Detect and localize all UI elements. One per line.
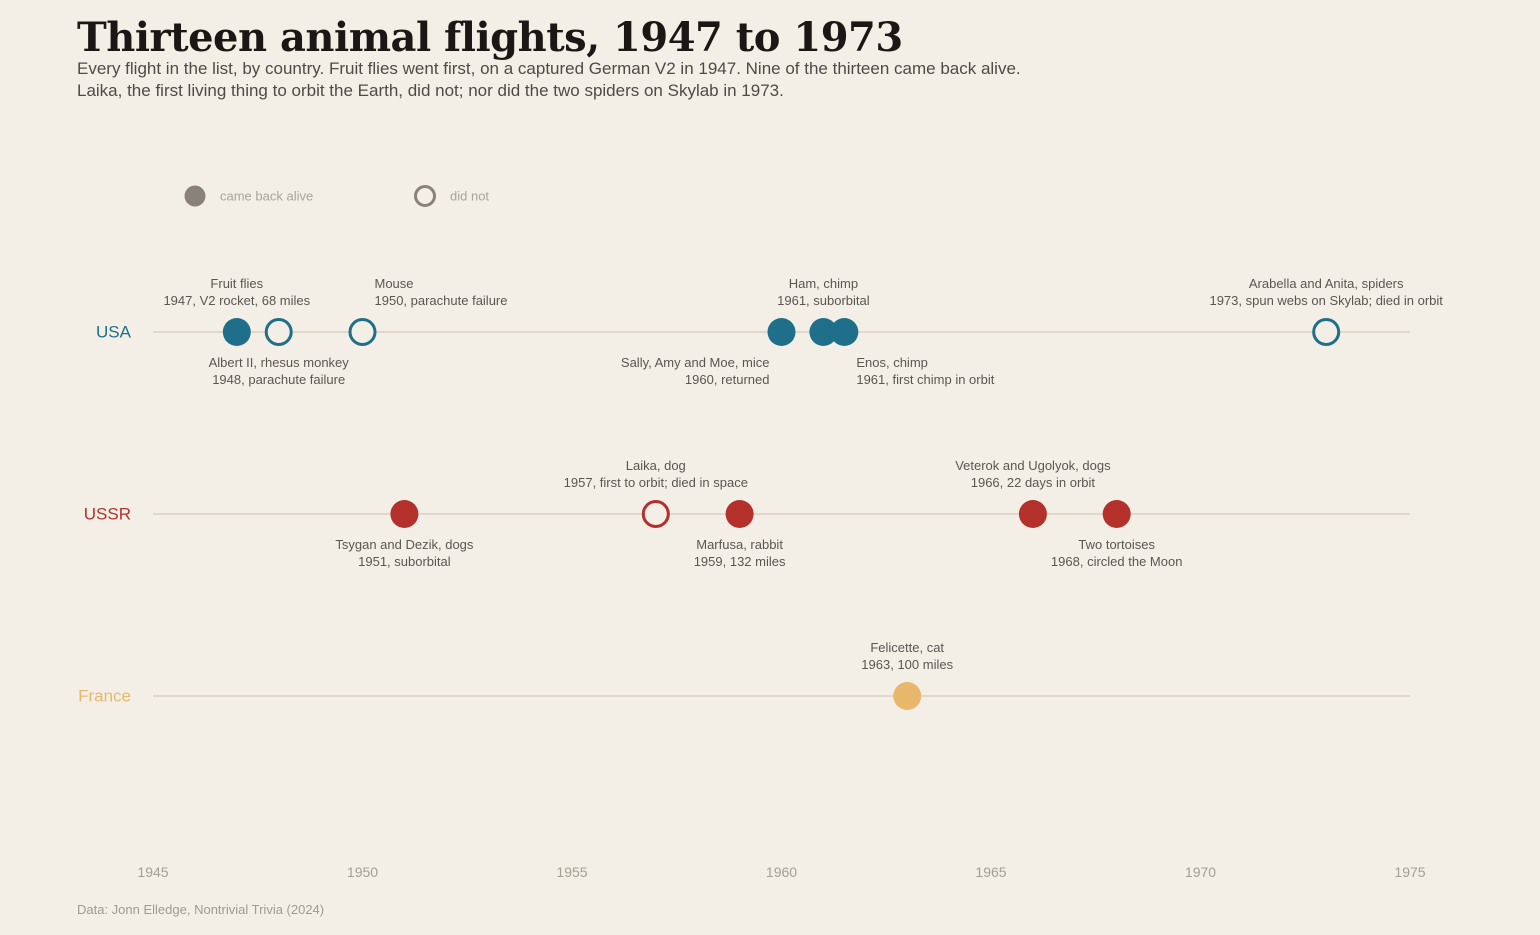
flight-france-1: Felicette, cat 1963, 100 miles <box>861 640 954 710</box>
flight-name-label: Ham, chimp <box>789 276 858 291</box>
flight-detail-label: 1966, 22 days in orbit <box>971 475 1096 490</box>
flight-point <box>1312 318 1341 346</box>
x-tick-1950: 1950 <box>347 864 378 880</box>
legend-label-died: did not <box>450 189 489 204</box>
flight-ussr-3: Marfusa, rabbit 1959, 132 miles <box>694 500 786 569</box>
flight-name-label: Fruit flies <box>210 276 263 291</box>
row-label-usa: USA <box>96 323 132 342</box>
source-note: Data: Jonn Elledge, Nontrivial Trivia (2… <box>77 902 325 917</box>
page-subtitle: Every flight in the list, by country. Fr… <box>77 58 1177 102</box>
flight-point <box>222 318 251 346</box>
flight-usa-4: Sally, Amy and Moe, mice 1960, returned <box>621 318 796 387</box>
x-tick-1975: 1975 <box>1394 864 1425 880</box>
flight-usa-1: Fruit flies 1947, V2 rocket, 68 miles <box>163 276 311 346</box>
x-tick-1945: 1945 <box>137 864 168 880</box>
flight-name-label: Mouse <box>375 276 414 291</box>
flight-name-label: Marfusa, rabbit <box>696 537 783 552</box>
flight-detail-label: 1950, parachute failure <box>375 293 508 308</box>
flight-name-label: Enos, chimp <box>856 355 928 370</box>
flight-detail-label: 1948, parachute failure <box>212 372 345 387</box>
x-tick-1955: 1955 <box>556 864 587 880</box>
flight-usa-5: Ham, chimp 1961, suborbital <box>777 276 870 346</box>
flight-point <box>893 682 922 710</box>
flight-detail-label: 1959, 132 miles <box>694 554 786 569</box>
row-label-ussr: USSR <box>84 505 131 524</box>
flight-point <box>1018 500 1047 528</box>
page-title: Thirteen animal flights, 1947 to 1973 <box>77 14 903 61</box>
flight-detail-label: 1963, 100 miles <box>861 657 953 672</box>
subtitle-line-1: Every flight in the list, by country. Fr… <box>77 59 1021 78</box>
flight-point <box>809 318 838 346</box>
flight-name-label: Albert II, rhesus monkey <box>209 355 350 370</box>
flight-detail-label: 1947, V2 rocket, 68 miles <box>163 293 310 308</box>
flight-point <box>390 500 419 528</box>
flight-ussr-2: Laika, dog 1957, first to orbit; died in … <box>564 458 748 528</box>
flight-point <box>1102 500 1131 528</box>
flight-detail-label: 1961, suborbital <box>777 293 870 308</box>
flight-name-label: Two tortoises <box>1078 537 1155 552</box>
x-tick-1970: 1970 <box>1185 864 1216 880</box>
flight-detail-label: 1951, suborbital <box>358 554 451 569</box>
flight-name-label: Sally, Amy and Moe, mice <box>621 355 770 370</box>
flight-usa-7: Arabella and Anita, spiders 1973, spun we… <box>1209 276 1443 346</box>
flight-detail-label: 1961, first chimp in orbit <box>856 372 994 387</box>
flight-point <box>725 500 754 528</box>
x-tick-1965: 1965 <box>975 864 1006 880</box>
flight-ussr-5: Two tortoises 1968, circled the Moon <box>1051 500 1183 569</box>
flight-name-label: Arabella and Anita, spiders <box>1249 276 1404 291</box>
flight-detail-label: 1957, first to orbit; died in space <box>564 475 748 490</box>
flight-point <box>348 318 377 346</box>
subtitle-line-2: Laika, the first living thing to orbit t… <box>77 81 784 100</box>
flight-point <box>830 318 859 346</box>
row-label-france: France <box>78 687 131 706</box>
flight-detail-label: 1973, spun webs on Skylab; died in orbit <box>1209 293 1443 308</box>
legend-marker-hollow <box>414 185 436 207</box>
flight-name-label: Tsygan and Dezik, dogs <box>335 537 474 552</box>
flight-point <box>641 500 670 528</box>
flight-name-label: Felicette, cat <box>870 640 944 655</box>
x-tick-1960: 1960 <box>766 864 797 880</box>
flight-usa-6: Enos, chimp 1961, first chimp in orbit <box>830 318 995 387</box>
flight-ussr-4: Veterok and Ugolyok, dogs 1966, 22 days i… <box>955 458 1111 528</box>
flight-point <box>264 318 293 346</box>
legend-marker-filled <box>184 185 206 207</box>
flight-point <box>767 318 796 346</box>
flight-ussr-1: Tsygan and Dezik, dogs 1951, suborbital <box>335 500 474 569</box>
flight-detail-label: 1968, circled the Moon <box>1051 554 1183 569</box>
legend-label-alive: came back alive <box>220 189 313 204</box>
flight-name-label: Veterok and Ugolyok, dogs <box>955 458 1111 473</box>
flight-usa-2: Albert II, rhesus monkey 1948, parachute … <box>209 318 350 387</box>
flight-name-label: Laika, dog <box>626 458 686 473</box>
flight-detail-label: 1960, returned <box>685 372 770 387</box>
flight-usa-3: Mouse 1950, parachute failure <box>348 276 508 346</box>
